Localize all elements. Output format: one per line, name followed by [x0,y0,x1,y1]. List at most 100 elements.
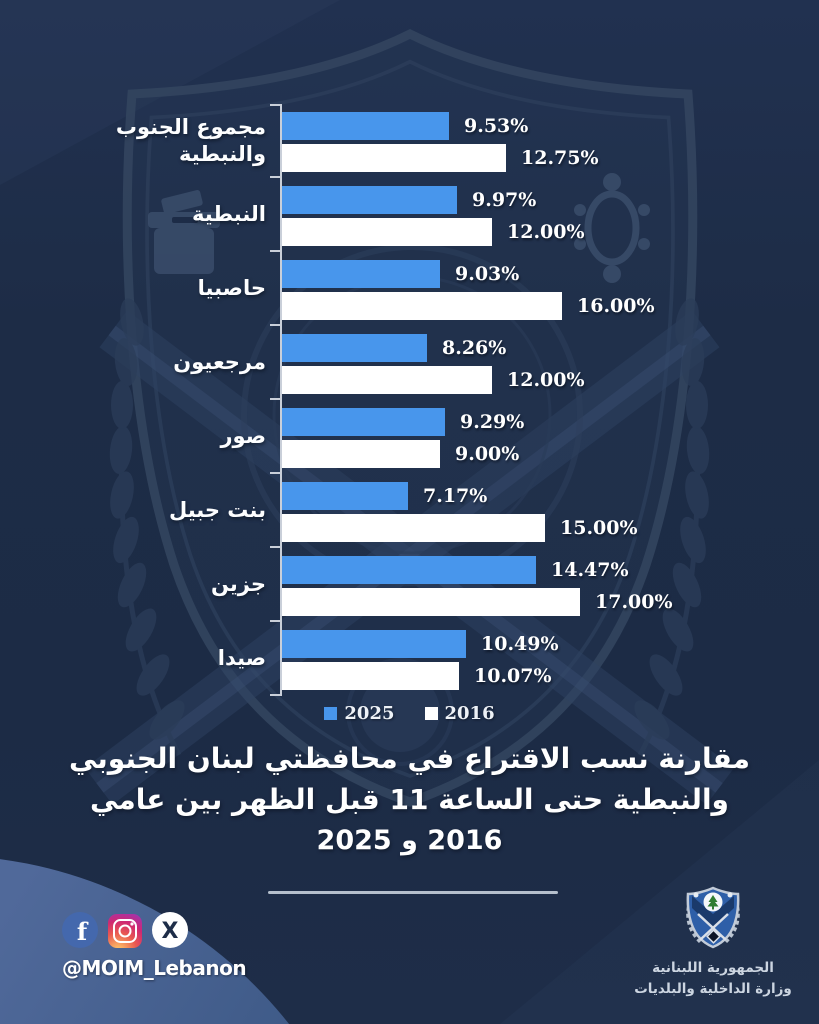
bar-value-2016: 12.00% [507,369,585,391]
bar-line-2016: 12.75% [282,144,599,172]
bar-2016 [282,588,580,616]
category-label: حاصبيا [197,276,266,301]
legend-label: 2025 [344,703,395,724]
bar-value-2016: 16.00% [577,295,655,317]
chart-axis-line [280,104,282,696]
category-label: النبطية [192,202,266,227]
turnout-bar-chart: مجموع الجنوب والنبطية 9.53% 12.75% النبطية 9… [0,104,819,696]
bar-line-2025: 9.97% [282,186,536,214]
bar-line-2025: 9.29% [282,408,524,436]
axis-tick [270,104,280,106]
bar-2016 [282,292,562,320]
bar-line-2016: 9.00% [282,440,519,468]
bar-2025 [282,408,445,436]
title-line-2: والنبطية حتى الساعة 11 قبل الظهر بين عام… [90,783,729,816]
ballot-box-icon [148,190,220,274]
chart-row: حاصبيا 9.03% 16.00% [0,252,819,326]
axis-tick [270,620,280,622]
category-label: مرجعيون [173,350,266,375]
bar-line-2025: 9.53% [282,112,528,140]
globe-ring [346,658,454,766]
corner-curve-accent [0,859,289,1024]
bar-value-2025: 9.03% [455,263,520,285]
bar-value-2025: 9.97% [472,189,537,211]
instagram-icon[interactable] [108,913,142,948]
bar-value-2016: 12.00% [507,221,585,243]
bar-2025 [282,556,536,584]
bar-value-2016: 12.75% [521,147,599,169]
ministry-name-line-1: الجمهورية اللبنانية [652,960,774,976]
title-line-1: مقارنة نسب الاقتراع في محافظتي لبنان الج… [68,742,751,775]
bar-value-2025: 9.53% [464,115,529,137]
axis-tick [270,694,280,696]
legend-swatch [424,707,438,720]
category-label: صور [220,424,266,449]
bar-line-2016: 15.00% [282,514,638,542]
chart-row: جزين 14.47% 17.00% [0,548,819,622]
bar-line-2016: 17.00% [282,588,673,616]
x-icon[interactable]: X [152,912,188,948]
bar-value-2016: 10.07% [474,665,552,687]
bar-2025 [282,112,449,140]
legend-swatch [324,707,338,720]
bar-2025 [282,334,427,362]
bar-2016 [282,514,545,542]
bar-line-2016: 12.00% [282,366,585,394]
ministry-signature: الجمهورية اللبنانية وزارة الداخلية والبل… [613,884,813,1000]
chart-row: النبطية 9.97% 12.00% [0,178,819,252]
bar-2016 [282,144,506,172]
axis-tick [270,472,280,474]
chart-legend: 2025 2016 [0,703,819,724]
bar-value-2025: 7.17% [423,485,488,507]
bar-2025 [282,630,466,658]
chart-row: صيدا 10.49% 10.07% [0,622,819,696]
bar-value-2025: 9.29% [460,411,525,433]
ministry-name-line-2: وزارة الداخلية والبلديات [634,981,792,997]
bottomright-shade [500,760,819,1024]
legend-item-2025: 2025 [324,703,395,724]
bar-2016 [282,440,440,468]
footer-divider [268,891,558,894]
bar-value-2016: 9.00% [455,443,520,465]
svg-text:X: X [162,919,179,944]
bar-value-2025: 14.47% [551,559,629,581]
social-handle[interactable]: @MOIM_Lebanon [62,956,247,980]
ornate-oval-ornament [574,173,650,283]
legend-item-2016: 2016 [424,703,495,724]
bar-line-2025: 8.26% [282,334,506,362]
chart-row: مرجعيون 8.26% 12.00% [0,326,819,400]
bar-value-2016: 17.00% [595,591,673,613]
bar-2016 [282,366,492,394]
bar-2025 [282,482,408,510]
bar-line-2016: 12.00% [282,218,585,246]
category-label: مجموع الجنوب والنبطية [115,114,266,166]
bar-line-2025: 14.47% [282,556,629,584]
bar-2016 [282,662,459,690]
bar-line-2025: 10.49% [282,630,559,658]
globe-icon [360,672,440,752]
category-label: بنت جبيل [168,498,266,523]
bar-2025 [282,186,457,214]
bar-2025 [282,260,440,288]
chart-row: بنت جبيل 7.17% 15.00% [0,474,819,548]
shield-inner-line [145,59,675,778]
axis-tick [270,324,280,326]
axis-tick [270,546,280,548]
title-line-3: 2016 و 2025 [316,825,503,856]
bar-line-2025: 7.17% [282,482,487,510]
bar-value-2025: 8.26% [442,337,507,359]
bar-line-2016: 10.07% [282,662,552,690]
category-label: جزين [211,572,266,597]
bar-line-2016: 16.00% [282,292,655,320]
ministry-logo-icon [686,886,740,949]
facebook-icon[interactable]: f [62,912,98,948]
bar-2016 [282,218,492,246]
axis-tick [270,176,280,178]
axis-tick [270,398,280,400]
bar-line-2025: 9.03% [282,260,519,288]
axis-tick [270,250,280,252]
bar-value-2025: 10.49% [481,633,559,655]
chart-row: مجموع الجنوب والنبطية 9.53% 12.75% [0,104,819,178]
bar-value-2016: 15.00% [560,517,638,539]
